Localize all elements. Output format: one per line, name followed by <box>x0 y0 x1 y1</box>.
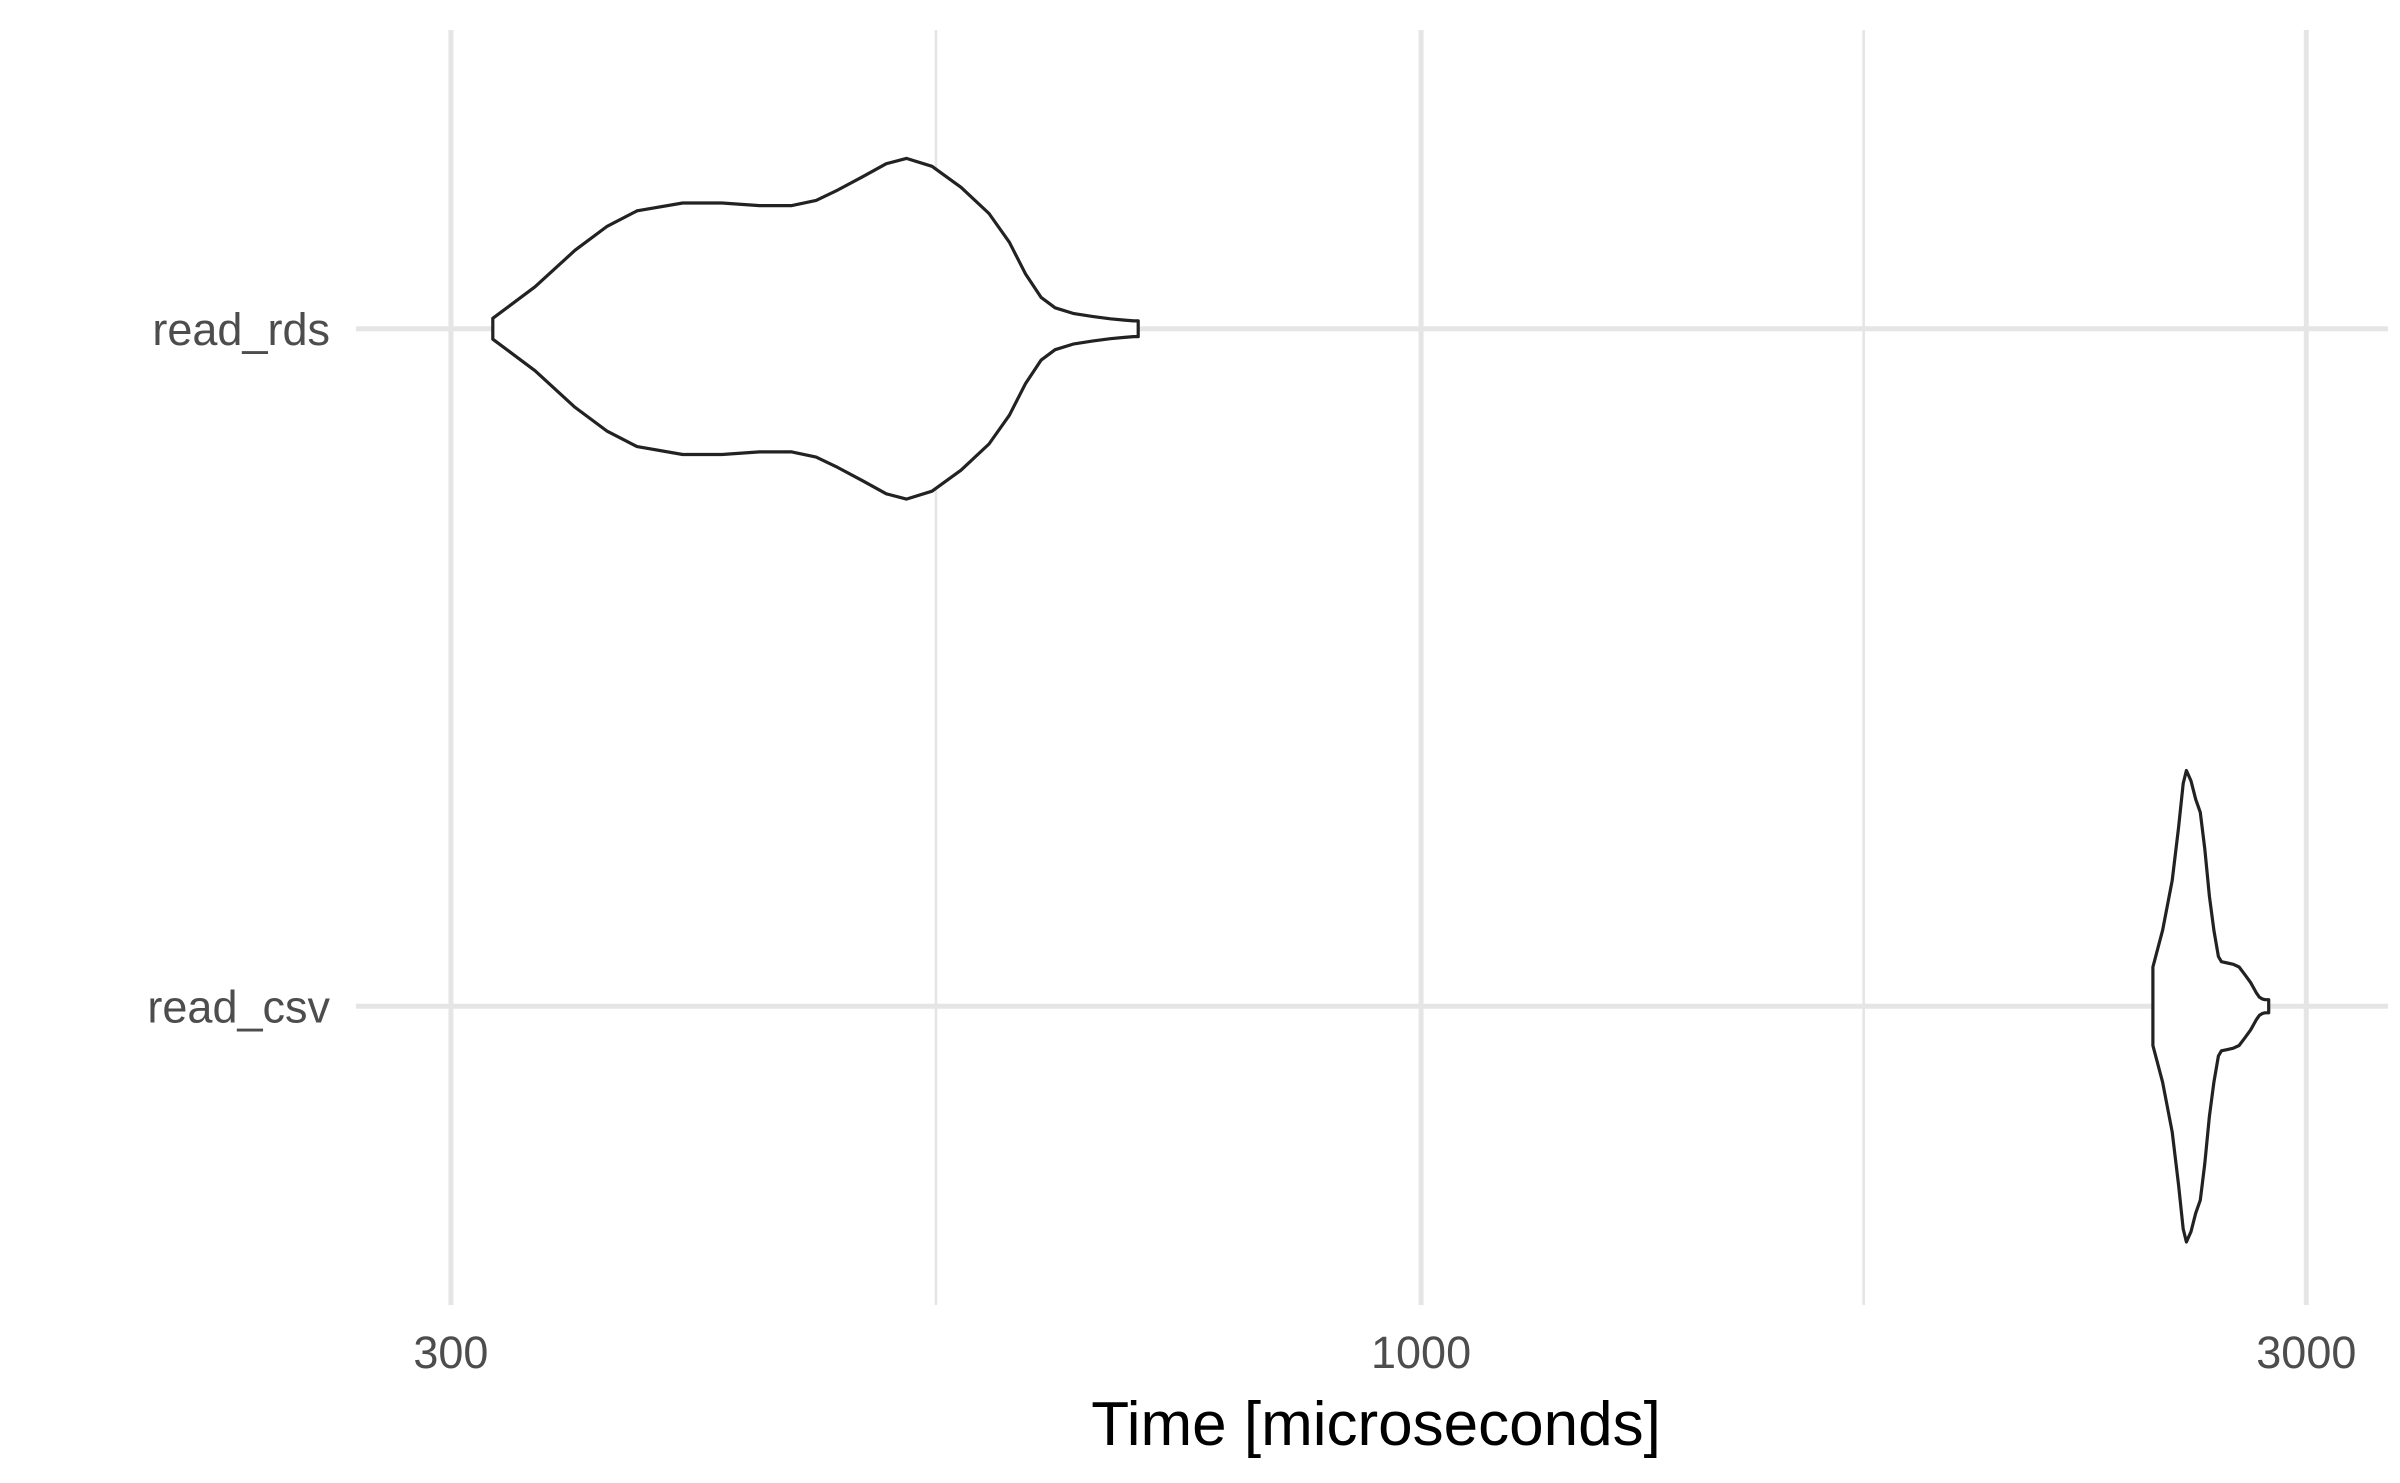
y-tick-label: read_rds <box>152 304 330 355</box>
x-tick-label: 3000 <box>2256 1327 2356 1378</box>
x-axis-title: Time [microseconds] <box>1091 1390 1661 1459</box>
y-tick-label: read_csv <box>147 981 330 1032</box>
violins <box>491 156 2271 1244</box>
x-tick-labels: 300 1000 3000 <box>413 1327 2356 1378</box>
violin-read-rds <box>491 156 1140 501</box>
y-tick-labels: read_rds read_csv <box>147 304 330 1033</box>
x-tick-label: 300 <box>413 1327 488 1378</box>
x-tick-label: 1000 <box>1371 1327 1471 1378</box>
violin-read-csv <box>2151 768 2271 1244</box>
